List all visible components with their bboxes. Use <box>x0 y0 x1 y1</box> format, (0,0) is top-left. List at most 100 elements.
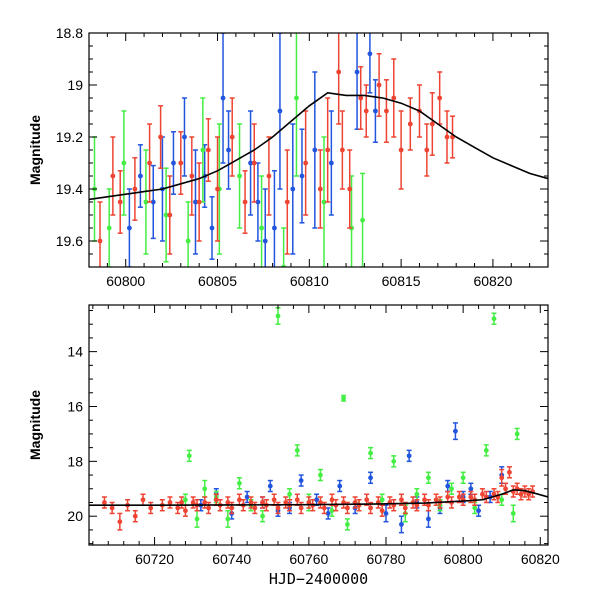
data-point <box>290 186 296 192</box>
data-point <box>294 447 300 453</box>
data-point <box>287 491 292 497</box>
data-point <box>175 505 181 511</box>
data-point <box>333 502 339 508</box>
x-tick-label: 60720 <box>135 551 174 567</box>
data-point <box>453 428 458 434</box>
data-point <box>294 497 300 503</box>
data-point <box>147 160 152 166</box>
data-point <box>150 199 156 205</box>
data-point <box>373 108 378 114</box>
y-axis-title: Magnitude <box>27 390 43 460</box>
data-point <box>275 313 281 319</box>
data-point <box>237 173 242 179</box>
x-tick-label: 60810 <box>290 273 329 289</box>
data-point <box>424 147 430 153</box>
data-point <box>283 500 289 505</box>
data-point <box>321 199 327 205</box>
x-tick-label: 60800 <box>444 551 483 567</box>
y-tick-label: 19.6 <box>56 233 83 249</box>
data-point <box>209 225 215 231</box>
data-point <box>363 108 369 114</box>
data-point <box>284 199 290 205</box>
y-tick-label: 19 <box>67 77 83 93</box>
y-tick-label: 14 <box>67 344 83 360</box>
data-point <box>251 160 257 166</box>
data-point <box>437 95 443 101</box>
data-point <box>266 173 272 179</box>
data-point <box>167 212 173 218</box>
x-tick-label: 60820 <box>473 273 512 289</box>
y-tick-label: 16 <box>67 398 83 414</box>
data-point <box>121 160 127 166</box>
data-point <box>407 121 413 127</box>
x-tick-label: 60780 <box>367 551 406 567</box>
data-point <box>262 238 268 244</box>
data-point <box>345 522 350 527</box>
data-point <box>399 497 404 503</box>
data-point <box>339 147 345 153</box>
data-point <box>358 95 364 101</box>
data-point <box>329 497 335 503</box>
data-point <box>202 486 208 492</box>
data-point <box>499 497 505 503</box>
data-point <box>179 500 184 505</box>
data-point <box>472 505 478 511</box>
data-point <box>158 134 164 140</box>
data-point <box>476 508 481 514</box>
data-point <box>399 522 404 527</box>
data-point <box>229 134 235 140</box>
data-point <box>429 121 435 127</box>
data-point <box>468 486 474 492</box>
data-point <box>248 500 254 505</box>
y-tick-label: 18 <box>67 453 83 469</box>
data-point <box>376 82 382 88</box>
data-point <box>325 511 331 516</box>
data-point <box>483 447 489 453</box>
data-point <box>347 186 353 192</box>
data-point <box>368 475 373 481</box>
data-point <box>321 505 327 511</box>
plot-area <box>89 306 548 534</box>
data-point <box>110 173 116 179</box>
data-point <box>318 500 323 505</box>
data-point <box>445 494 451 500</box>
data-point <box>444 134 450 140</box>
data-point <box>383 511 389 516</box>
data-point <box>132 186 138 192</box>
data-point <box>196 199 202 205</box>
data-point <box>510 511 516 516</box>
data-point <box>194 516 200 522</box>
data-point <box>242 199 248 205</box>
data-point <box>225 516 231 522</box>
data-point <box>126 225 132 231</box>
data-point <box>244 494 250 500</box>
data-point <box>337 483 343 489</box>
data-point <box>422 497 427 503</box>
data-point <box>426 475 431 481</box>
data-point <box>503 486 508 492</box>
data-point <box>255 199 261 205</box>
data-point <box>206 505 211 511</box>
data-point <box>368 505 373 511</box>
data-point <box>518 491 524 497</box>
data-point <box>507 469 512 475</box>
data-point <box>252 505 258 511</box>
data-point <box>226 147 231 153</box>
data-point <box>259 225 264 231</box>
series-2 <box>97 33 456 267</box>
data-point <box>167 500 173 505</box>
data-point <box>171 160 176 166</box>
data-point <box>460 475 466 481</box>
y-tick-label: 18.8 <box>56 25 83 41</box>
x-tick-label: 60740 <box>212 551 251 567</box>
axis-frame <box>88 304 549 546</box>
data-point <box>143 199 149 205</box>
data-point <box>329 508 335 514</box>
data-point <box>406 453 412 459</box>
series-0 <box>126 33 378 267</box>
data-point <box>237 480 242 486</box>
data-point <box>312 147 318 153</box>
data-point <box>215 186 220 192</box>
data-point <box>341 395 346 401</box>
x-tick-label: 60805 <box>198 273 237 289</box>
